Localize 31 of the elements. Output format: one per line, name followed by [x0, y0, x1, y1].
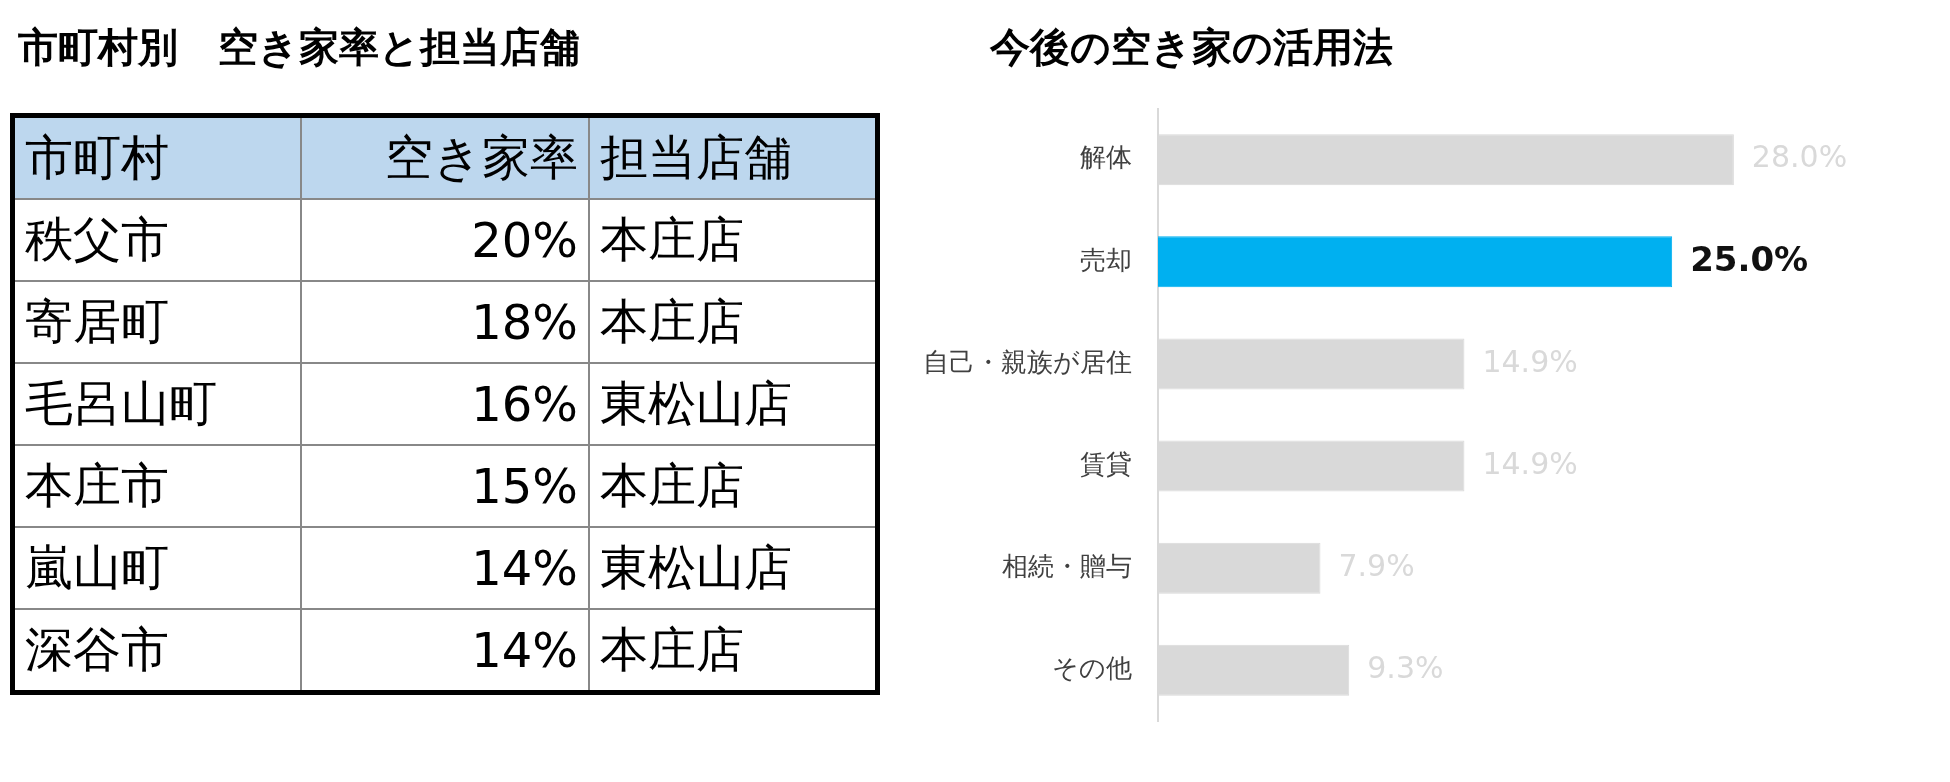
y-tick-label: 自己・親族が居住: [923, 346, 1132, 377]
y-tick-label: 相続・贈与: [1002, 550, 1132, 581]
text: 本庄市: [12, 445, 302, 527]
text: 担当店舗: [588, 115, 878, 199]
text: 市町村: [12, 115, 302, 199]
bar: [1158, 236, 1673, 288]
text: 秩父市: [12, 199, 302, 281]
text: 16%: [301, 363, 589, 445]
text: 18%: [301, 281, 589, 363]
text: 本庄店: [588, 199, 878, 281]
text: 東松山店: [588, 363, 878, 445]
data-label: 25.0%: [1690, 238, 1809, 279]
y-tick-label: 解体: [1080, 142, 1132, 173]
text: 毛呂山町: [12, 363, 302, 445]
y-tick-label: その他: [1052, 653, 1132, 684]
text: 14%: [301, 609, 589, 693]
text: 15%: [301, 445, 589, 527]
text: 空き家率: [301, 115, 589, 199]
text: 20%: [301, 199, 589, 281]
text: 市町村別 空き家率と担当店舗: [18, 23, 581, 72]
text: 本庄店: [588, 609, 878, 693]
text: 寄居町: [12, 281, 302, 363]
text: 東松山店: [588, 527, 878, 609]
text: 本庄店: [588, 281, 878, 363]
text: 14%: [301, 527, 589, 609]
text: 嵐山町: [12, 527, 302, 609]
y-tick-label: 売却: [1080, 244, 1132, 275]
y-tick-label: 賃貸: [1080, 448, 1132, 479]
text: 深谷市: [12, 609, 302, 693]
text: 本庄店: [588, 445, 878, 527]
chart-title: 今後の空き家の活用法: [990, 23, 1394, 72]
